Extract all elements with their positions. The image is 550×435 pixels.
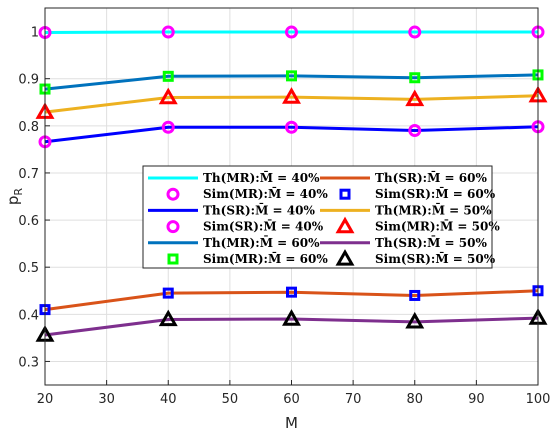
series-line [44,289,539,312]
x-tick-label: 20 [37,392,54,407]
data-point-marker [409,72,421,84]
data-point-marker [282,87,301,104]
x-tick-label: 40 [160,392,177,407]
x-tick-label: 100 [526,392,550,407]
legend-label: Sim(MR):M̄ = 50% [375,217,500,233]
legend-item: Sim(SR):M̄ = 40% [166,217,324,234]
data-point-marker [158,309,178,327]
legend-swatch [167,253,179,265]
series-line [44,73,539,91]
series-line [44,316,539,337]
legend-item: Sim(SR):M̄ = 50% [335,249,496,266]
data-point-marker [405,311,425,329]
y-tick-label: 0.4 [18,308,39,323]
y-tick-label: 0.5 [18,261,39,276]
legend-label: Th(MR):M̄ = 50% [375,201,492,217]
data-point-marker [282,309,301,326]
legend-item: Th(SR):M̄ = 40% [148,201,315,217]
y-tick-label: 0.9 [18,73,39,88]
legend-item: Th(SR):M̄ = 50% [320,234,487,250]
legend-item: Sim(MR):M̄ = 50% [335,216,500,234]
y-tick-label: 1 [31,26,39,41]
x-tick-label: 80 [406,392,423,407]
legend-item: Sim(MR):M̄ = 40% [166,185,328,201]
legend-label: Sim(MR):M̄ = 60% [203,250,328,266]
y-axis-label-main: p [4,196,22,206]
y-tick-label: 0.7 [18,167,39,182]
y-tick-label: 0.6 [18,214,39,229]
data-point-marker [405,89,425,107]
data-point-marker [409,289,421,301]
x-axis-label: M [285,414,298,432]
legend-label: Sim(SR):M̄ = 50% [375,250,496,266]
legend-box [142,165,493,269]
x-tick-label: 50 [222,392,239,407]
data-point-marker [286,286,297,298]
axes-box [44,7,539,386]
x-tick-label: 30 [98,392,115,407]
legend-item: Sim(MR):M̄ = 60% [167,250,328,266]
legend-swatch [335,216,355,234]
y-tick-label: 0.8 [18,120,39,135]
legend-label: Sim(SR):M̄ = 60% [375,185,496,201]
axis-ticks: 20 30 40 50 60 70 80 90 100 0.3 0.4 0.5 0.6 0.7 0.8 0.9… [18,26,550,407]
data-point-marker [162,287,174,299]
x-tick-label: 70 [345,392,362,407]
x-tick-label: 90 [468,392,485,407]
legend-item: Th(MR):M̄ = 50% [320,201,492,217]
legend-swatch [339,188,351,200]
y-axis-label-subscript: R [12,188,25,196]
data-point-marker [285,25,298,39]
legend-label: Th(SR):M̄ = 60% [375,169,487,185]
legend-swatch [166,220,180,234]
data-point-marker [408,25,422,39]
legend: Th(MR):M̄ = 40%Sim(MR):M̄ = 40%Th(SR):M̄… [142,165,500,269]
legend-label: Th(MR):M̄ = 60% [203,234,320,250]
y-tick-label: 0.3 [18,355,39,370]
series-lines [44,30,539,337]
legend-label: Sim(MR):M̄ = 40% [203,185,328,201]
legend-item: Th(MR):M̄ = 40% [148,169,320,185]
series-line [44,94,539,114]
series-line [44,125,539,144]
legend-item: Th(SR):M̄ = 60% [320,169,487,185]
data-point-marker [162,70,174,82]
data-point-marker [285,120,298,134]
legend-item: Sim(SR):M̄ = 60% [339,185,496,201]
data-point-marker [408,124,422,138]
legend-label: Th(MR):M̄ = 40% [203,169,320,185]
legend-item: Th(MR):M̄ = 60% [148,234,320,250]
legend-label: Sim(SR):M̄ = 40% [203,217,324,233]
data-point-marker [286,70,297,82]
series-line [44,30,538,34]
data-point-marker [158,87,178,105]
data-point-marker [161,25,175,39]
legend-label: Th(SR):M̄ = 40% [203,201,315,217]
legend-swatch [335,249,355,266]
data-point-marker [161,120,175,134]
legend-label: Th(SR):M̄ = 50% [375,234,487,250]
x-tick-label: 60 [283,392,300,407]
y-axis-label: pR [4,188,25,206]
legend-swatch [166,187,180,201]
